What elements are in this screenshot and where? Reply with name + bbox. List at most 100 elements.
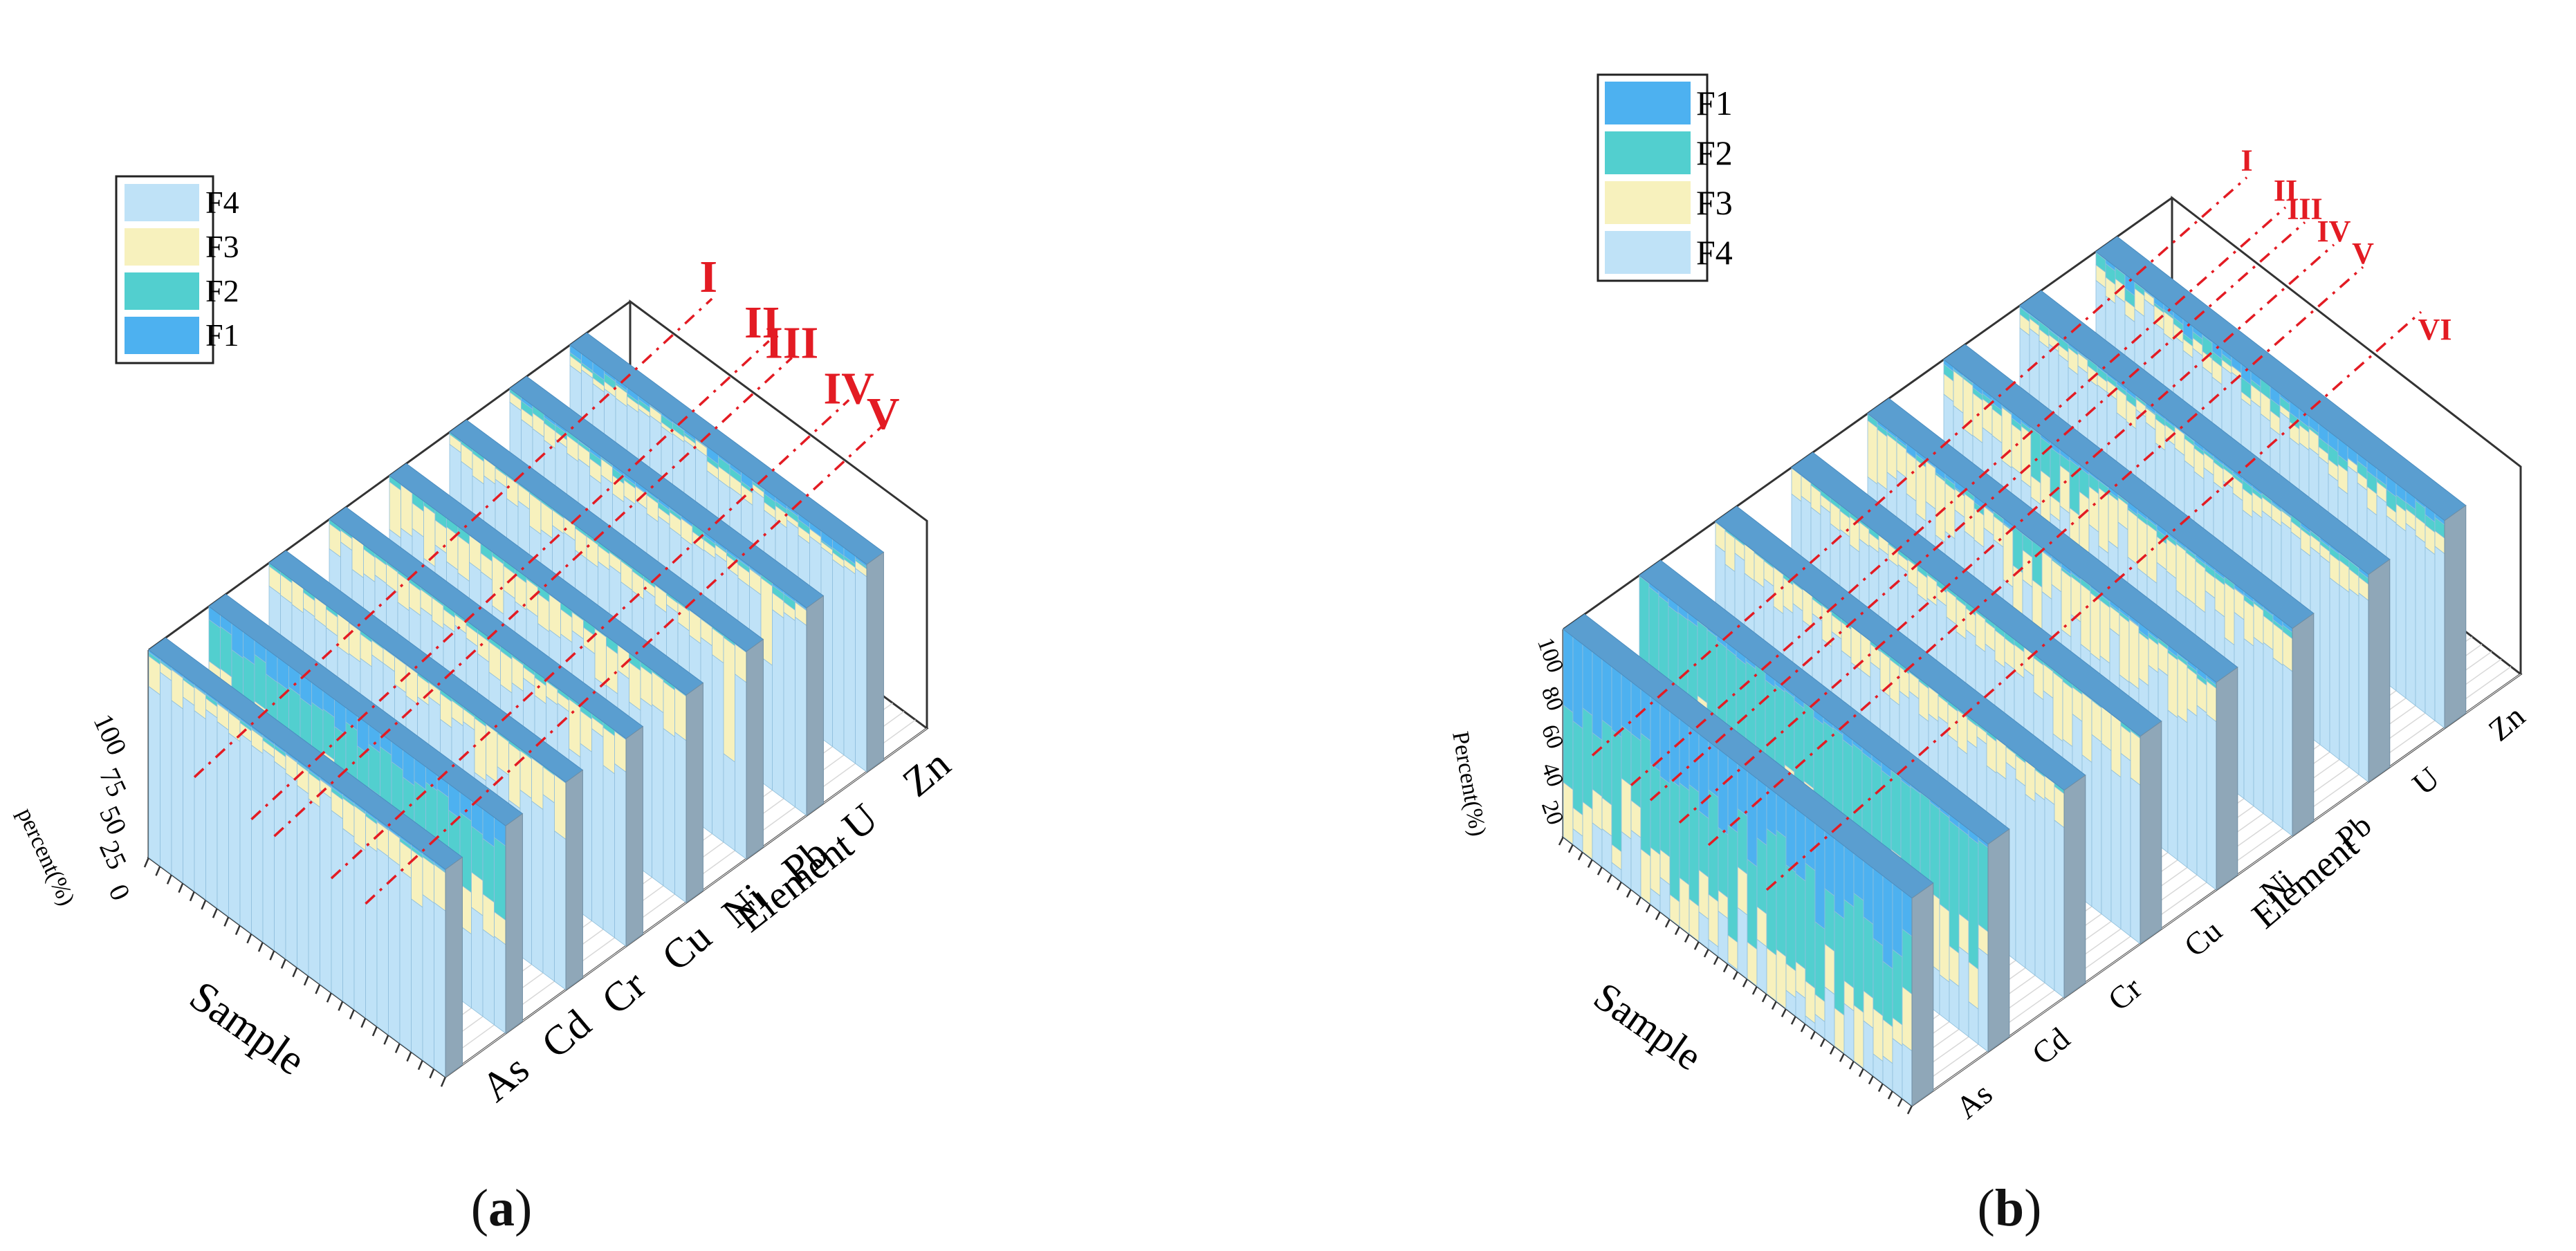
- zone-label: VI: [2418, 313, 2452, 346]
- bar-f4: [832, 559, 845, 756]
- bar-f3: [1968, 961, 1979, 1010]
- bar-f3: [1824, 943, 1835, 995]
- element-tick-label: Cd: [533, 1001, 599, 1067]
- bar-f4: [1949, 978, 1960, 1030]
- bar-f3: [1582, 801, 1593, 860]
- chart-b-legend-swatch-f4: [1605, 231, 1691, 274]
- bar-f4: [422, 893, 434, 1069]
- sample-tick: [280, 958, 287, 969]
- ribbon-end: [2368, 559, 2391, 783]
- bar-f3: [554, 774, 567, 840]
- bar-f4: [205, 709, 218, 909]
- bar-f3: [1708, 893, 1719, 948]
- bar-f2: [1726, 647, 1737, 738]
- bar-f4: [2253, 636, 2264, 815]
- bar-f2: [1939, 809, 1950, 912]
- chart-a-legend: F4 F3 F2 F1: [115, 175, 239, 364]
- bar-f3: [1698, 869, 1709, 920]
- bar-f4: [2015, 777, 2026, 969]
- bar-f2: [1795, 873, 1806, 970]
- sample-tick: [349, 1009, 356, 1020]
- bar-f3: [674, 687, 687, 741]
- bar-f4: [2282, 663, 2293, 837]
- bar-f2: [1949, 819, 1960, 954]
- sample-tick: [1800, 1023, 1807, 1032]
- bar-f3: [2167, 651, 2178, 719]
- chart-b-legend-swatch-f3: [1605, 181, 1691, 224]
- bar-f4: [602, 764, 615, 938]
- bar-f3: [2099, 599, 2110, 664]
- bar-f4: [482, 929, 495, 1026]
- zone-label: II: [744, 297, 780, 348]
- bar-f1: [1902, 890, 1913, 937]
- bar-f4: [1824, 986, 1835, 1047]
- chart-a-legend-label-f2: F2: [205, 273, 239, 308]
- bar-f1: [1630, 680, 1641, 741]
- sample-tick: [1790, 1015, 1797, 1025]
- bar-f4: [285, 772, 297, 968]
- bar-f4: [160, 671, 172, 875]
- bar-f1: [1679, 718, 1690, 791]
- bar-f4: [554, 830, 567, 990]
- bar-f4: [2405, 522, 2416, 707]
- bar-f1: [1747, 770, 1758, 868]
- sample-tick: [1558, 836, 1565, 846]
- bar-f2: [1582, 707, 1593, 810]
- zone-divider-line: [1630, 206, 2287, 786]
- bar-f4: [365, 842, 378, 1027]
- bar-f3: [1834, 1007, 1845, 1055]
- bar-f2: [1621, 725, 1632, 786]
- bar-f2: [1650, 763, 1661, 855]
- bar-f2: [1834, 910, 1845, 1016]
- bar-f4: [251, 744, 264, 943]
- sample-tick: [269, 949, 275, 961]
- bar-f4: [2243, 638, 2254, 807]
- bar-f1: [1814, 822, 1825, 930]
- chart-b-legend: F1 F2 F3 F4: [1597, 73, 1733, 282]
- sample-tick: [417, 1059, 424, 1071]
- bar-f3: [1877, 428, 1888, 490]
- bar-f3: [2088, 485, 2099, 533]
- bar-f4: [855, 568, 867, 772]
- bar-f3: [1737, 866, 1748, 916]
- chart-a-legend-swatch-f1: [125, 317, 199, 354]
- bar-f4: [2434, 546, 2445, 729]
- bar-f2: [1708, 789, 1719, 902]
- bar-f2: [1727, 824, 1738, 943]
- element-tick-label: Cr: [2101, 970, 2149, 1018]
- bar-f3: [2137, 517, 2148, 577]
- bar-f4: [795, 616, 807, 816]
- zone-label: IV: [2317, 214, 2351, 248]
- bar-f4: [1756, 938, 1767, 994]
- sample-tick: [1635, 896, 1642, 905]
- chart-b-legend-swatch-f2: [1605, 131, 1691, 174]
- bar-f3: [2187, 667, 2198, 717]
- bar-f3: [1679, 877, 1690, 935]
- sample-tick: [1684, 933, 1691, 943]
- sample-tick: [315, 983, 321, 994]
- bar-f3: [1640, 848, 1651, 905]
- bar-f2: [1679, 782, 1690, 886]
- bar-f4: [274, 761, 286, 960]
- bar-f4: [531, 800, 544, 974]
- sample-tick: [1703, 948, 1710, 958]
- sample-tick: [1655, 911, 1662, 920]
- bar-f4: [1902, 1043, 1913, 1106]
- element-tick-label: As: [472, 1046, 537, 1110]
- bar-f3: [594, 628, 607, 687]
- chart-a-z-tick: 0: [102, 880, 136, 905]
- bar-f2: [1978, 840, 1989, 933]
- bar-f4: [2177, 714, 2188, 869]
- bar-f3: [1915, 458, 1926, 522]
- bar-f3: [1886, 434, 1897, 481]
- ribbon-end: [1911, 882, 1934, 1106]
- bar-f4: [1601, 828, 1612, 875]
- bar-f3: [2011, 423, 2022, 475]
- bar-f1: [1863, 860, 1874, 925]
- sample-tick: [303, 975, 310, 986]
- bar-f3: [401, 484, 413, 537]
- sample-tick: [257, 941, 264, 952]
